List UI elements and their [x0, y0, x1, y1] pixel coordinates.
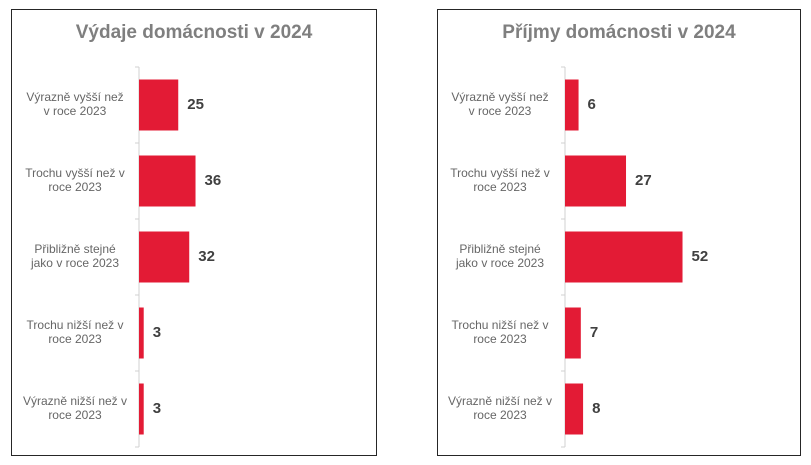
data-label: 7 — [590, 324, 598, 341]
category-label: roce 2023 — [473, 332, 527, 346]
bar — [139, 383, 144, 435]
category-label: jako v roce 2023 — [455, 256, 544, 270]
bar — [139, 79, 179, 131]
data-label: 3 — [153, 400, 161, 417]
data-label: 3 — [153, 324, 161, 341]
data-label: 32 — [198, 248, 215, 265]
category-label: Výrazně vyšší než — [26, 90, 123, 104]
bar — [565, 155, 627, 207]
bar — [139, 155, 196, 207]
category-label: Přibližně stejné — [459, 242, 541, 256]
category-label: v roce 2023 — [44, 104, 107, 118]
bar — [565, 231, 683, 283]
data-label: 27 — [635, 172, 652, 189]
category-label: Výrazně nižší než v — [23, 394, 127, 408]
category-label: roce 2023 — [48, 180, 102, 194]
category-label: jako v roce 2023 — [30, 256, 119, 270]
category-label: Trochu nižší než v — [452, 318, 549, 332]
bar — [565, 79, 579, 131]
category-label: roce 2023 — [48, 332, 102, 346]
bar — [565, 307, 581, 359]
category-label: roce 2023 — [48, 408, 102, 422]
category-label: roce 2023 — [473, 180, 527, 194]
category-label: Trochu vyšší než v — [25, 166, 125, 180]
category-label: Výrazně nižší než v — [448, 394, 552, 408]
bar — [565, 383, 584, 435]
expenses-chart-panel: Výdaje domácnosti v 2024 25 Výrazně vyšší… — [11, 9, 377, 456]
chart-title: Příjmy domácnosti v 2024 — [502, 22, 736, 43]
chart-title: Výdaje domácnosti v 2024 — [75, 22, 313, 43]
data-label: 25 — [187, 96, 204, 113]
bar — [139, 231, 190, 283]
category-label: Přibližně stejné — [34, 242, 116, 256]
data-label: 8 — [592, 400, 600, 417]
data-label: 52 — [692, 248, 709, 265]
data-label: 6 — [588, 96, 596, 113]
category-label: Trochu vyšší než v — [450, 166, 550, 180]
category-label: roce 2023 — [473, 408, 527, 422]
bar — [139, 307, 144, 359]
income-chart-panel: Příjmy domácnosti v 2024 6 Výrazně vyšší … — [437, 9, 801, 456]
category-label: Výrazně vyšší než — [451, 90, 548, 104]
data-label: 36 — [205, 172, 222, 189]
category-label: v roce 2023 — [469, 104, 532, 118]
category-label: Trochu nižší než v — [27, 318, 124, 332]
